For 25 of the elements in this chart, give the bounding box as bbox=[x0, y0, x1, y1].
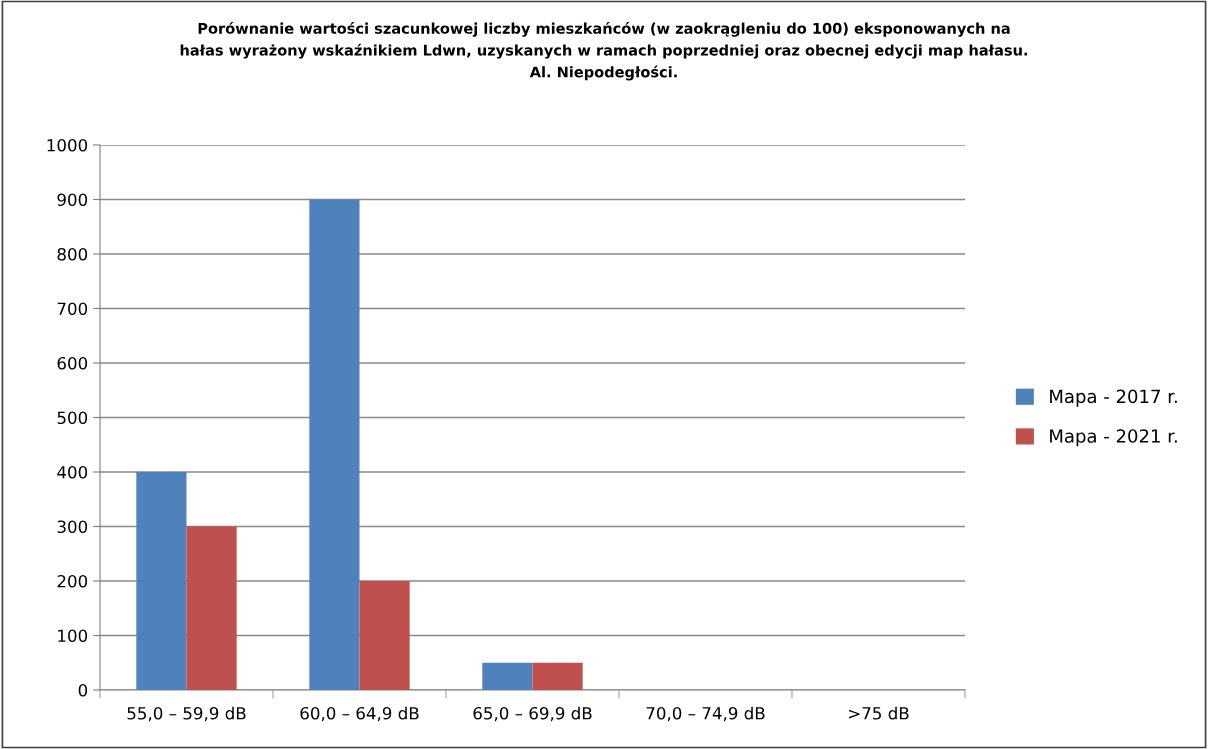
bar bbox=[136, 472, 187, 690]
bar bbox=[359, 581, 410, 690]
x-tick-label: 60,0 – 64,9 dB bbox=[300, 706, 419, 722]
bar bbox=[482, 662, 533, 690]
y-tick-label: 600 bbox=[57, 356, 88, 370]
y-tick-label: 400 bbox=[57, 465, 88, 479]
x-tick-label: >75 dB bbox=[849, 706, 909, 720]
bar bbox=[532, 662, 583, 690]
x-tick-label: 70,0 – 74,9 dB bbox=[646, 706, 765, 722]
y-tick-label: 1000 bbox=[47, 138, 88, 152]
x-tick-label: 65,0 – 69,9 dB bbox=[473, 706, 592, 722]
chart-title: Porównanie wartości szacunkowej liczby mieszkańców (w zaokrągleniu do 100) eksponowanych na hałas wyrażony wskaźnikiem Ldwn, uzyskanych w ramach poprzedniej oraz obecnej edycji map hałasu. Al. Niepodegłości. bbox=[180, 22, 1028, 81]
y-tick-label: 500 bbox=[57, 411, 88, 425]
y-tick-label: 200 bbox=[57, 574, 88, 588]
x-tick-label: 55,0 – 59,9 dB bbox=[127, 706, 246, 722]
y-tick-label: 100 bbox=[58, 629, 88, 643]
bar bbox=[186, 526, 237, 690]
y-tick-label: 0 bbox=[78, 683, 88, 697]
legend-label: Mapa - 2021 r. bbox=[1050, 429, 1177, 447]
y-tick-label: 800 bbox=[57, 247, 88, 261]
legend-label: Mapa - 2017 r. bbox=[1050, 389, 1177, 407]
bar bbox=[309, 199, 360, 690]
y-tick-label: 300 bbox=[57, 520, 88, 534]
y-tick-label: 700 bbox=[57, 302, 88, 316]
y-tick-label: 900 bbox=[57, 193, 88, 207]
